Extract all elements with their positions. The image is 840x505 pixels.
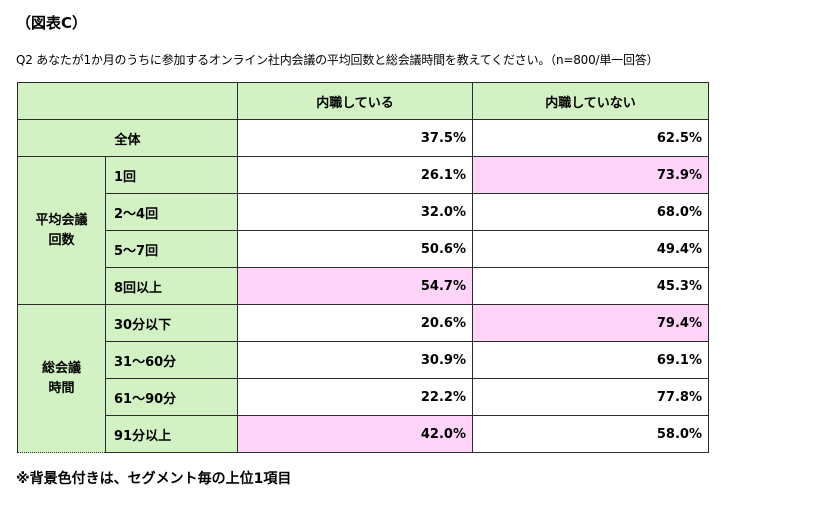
value-cell: 50.6% [237,230,473,268]
table-row: 5〜7回 50.6% 49.4% [18,230,709,268]
table-row: 31〜60分 30.9% 69.1% [18,341,709,379]
header-row: 内職している 内職していない [17,82,709,120]
row-label: 61〜90分 [105,378,238,416]
value-cell-highlighted: 54.7% [237,267,473,305]
value-cell: 22.2% [237,378,473,416]
row-label: 5〜7回 [105,230,238,268]
group-label-line: 平均会議 [35,212,88,228]
value-cell-highlighted: 79.4% [472,304,709,342]
table-row: 平均会議 回数 1回 26.1% 73.9% [17,156,709,305]
value-cell: 58.0% [472,415,709,453]
column-header: 内職している [237,82,473,120]
row-label: 91分以上 [105,415,238,453]
group-label: 総会議 時間 [17,304,106,453]
value-cell: 20.6% [237,304,473,342]
value-cell: 26.1% [237,156,473,194]
results-table: 内職している 内職していない 全体 37.5% 62.5% 平均会議 回数 1回… [17,82,709,453]
group-label-line: 総会議 [41,360,81,376]
figure-label: （図表C） [16,14,88,32]
value-cell: 45.3% [472,267,709,305]
row-label: 30分以下 [105,304,238,342]
value-cell-highlighted: 42.0% [237,415,473,453]
question-text: Q2 あなたが1か月のうちに参加するオンライン社内会議の平均回数と総会議時間を教… [16,53,659,67]
table-row: 2〜4回 32.0% 68.0% [18,193,709,231]
value-cell: 37.5% [237,119,473,157]
table-row: 8回以上 54.7% 45.3% [18,267,709,305]
value-cell: 68.0% [472,193,709,231]
value-cell: 32.0% [237,193,473,231]
row-label: 31〜60分 [105,341,238,379]
group-label: 平均会議 回数 [17,156,106,305]
value-cell: 69.1% [472,341,709,379]
total-row: 全体 37.5% 62.5% [17,119,709,157]
row-label: 8回以上 [105,267,238,305]
table-row: 61〜90分 22.2% 77.8% [18,378,709,416]
group-label-line: 回数 [48,232,75,248]
value-cell-highlighted: 73.9% [472,156,709,194]
row-label: 2〜4回 [105,193,238,231]
value-cell: 30.9% [237,341,473,379]
table-row: 総会議 時間 30分以下 20.6% 79.4% [17,304,709,453]
footnote: ※背景色付きは、セグメント毎の上位1項目 [16,471,292,487]
group-label-line: 時間 [48,380,75,396]
value-cell: 77.8% [472,378,709,416]
row-label: 1回 [105,156,238,194]
total-label: 全体 [17,119,238,157]
corner-cell [17,82,238,120]
value-cell: 62.5% [472,119,709,157]
value-cell: 49.4% [472,230,709,268]
column-header: 内職していない [472,82,709,120]
table-row: 91分以上 42.0% 58.0% [18,415,709,453]
